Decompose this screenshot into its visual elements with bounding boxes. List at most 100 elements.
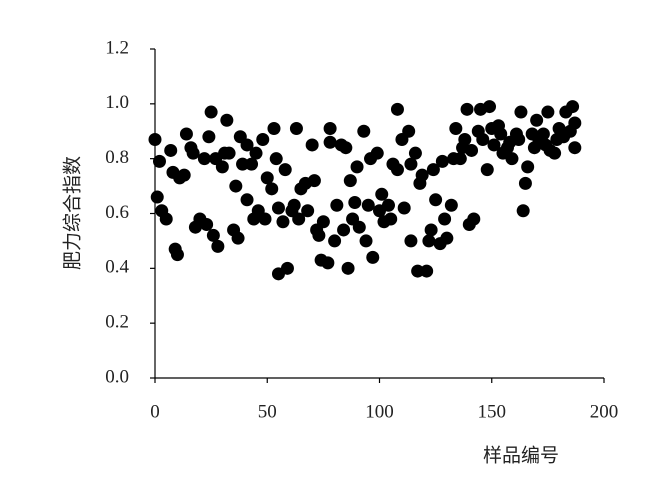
y-tick-label: 0.6 xyxy=(105,202,129,223)
point xyxy=(449,122,463,136)
point xyxy=(265,182,279,196)
point xyxy=(301,204,315,218)
point xyxy=(186,146,200,160)
point xyxy=(465,143,479,157)
point xyxy=(566,100,580,114)
point xyxy=(148,132,162,146)
point xyxy=(197,152,211,166)
point xyxy=(231,231,245,245)
point xyxy=(494,127,508,141)
point xyxy=(460,102,474,116)
point xyxy=(514,105,528,119)
point xyxy=(444,198,458,212)
point xyxy=(467,212,481,226)
point xyxy=(384,212,398,226)
point xyxy=(480,163,494,177)
point xyxy=(271,201,285,215)
point xyxy=(381,198,395,212)
point xyxy=(236,157,250,171)
point xyxy=(328,234,342,248)
x-tick-label: 200 xyxy=(590,401,619,422)
point xyxy=(249,146,263,160)
y-axis-label: 肥力综合指数 xyxy=(61,156,83,270)
point xyxy=(341,261,355,275)
point xyxy=(245,157,259,171)
point xyxy=(240,193,254,207)
point xyxy=(458,132,472,146)
y-tick-label: 0.0 xyxy=(105,366,129,387)
point xyxy=(348,196,362,210)
point xyxy=(390,163,404,177)
point xyxy=(323,135,337,149)
y-tick-label: 1.2 xyxy=(105,37,129,58)
point xyxy=(305,138,319,152)
point xyxy=(150,190,164,204)
x-tick-label: 100 xyxy=(365,401,394,422)
point xyxy=(258,212,272,226)
x-tick-label: 50 xyxy=(258,401,277,422)
point xyxy=(390,102,404,116)
point xyxy=(397,201,411,215)
point xyxy=(453,152,467,166)
point xyxy=(337,223,351,237)
point xyxy=(278,163,292,177)
point xyxy=(312,228,326,242)
x-tick-label: 150 xyxy=(478,401,507,422)
y-tick-label: 1.0 xyxy=(105,92,129,113)
point xyxy=(321,256,335,270)
point xyxy=(487,138,501,152)
point xyxy=(159,212,173,226)
point xyxy=(424,223,438,237)
point xyxy=(260,171,274,185)
point xyxy=(240,138,254,152)
point xyxy=(411,264,425,278)
point xyxy=(530,113,544,127)
point xyxy=(229,179,243,193)
point xyxy=(204,105,218,119)
point xyxy=(402,124,416,138)
point xyxy=(350,160,364,174)
point xyxy=(280,261,294,275)
point xyxy=(339,141,353,155)
point xyxy=(352,220,366,234)
point xyxy=(408,146,422,160)
point xyxy=(548,146,562,160)
point xyxy=(438,212,452,226)
point xyxy=(323,122,337,136)
point xyxy=(220,113,234,127)
point xyxy=(179,127,193,141)
point xyxy=(375,187,389,201)
point xyxy=(269,152,283,166)
point xyxy=(420,264,434,278)
point xyxy=(435,154,449,168)
point xyxy=(307,174,321,188)
point xyxy=(476,132,490,146)
point xyxy=(404,157,418,171)
point xyxy=(206,228,220,242)
point xyxy=(211,239,225,253)
point xyxy=(164,143,178,157)
point xyxy=(512,132,526,146)
point xyxy=(422,234,436,248)
y-tick-label: 0.2 xyxy=(105,312,129,333)
point xyxy=(177,168,191,182)
y-tick-label: 0.4 xyxy=(105,257,129,278)
point xyxy=(361,198,375,212)
point xyxy=(202,130,216,144)
point xyxy=(316,215,330,229)
point xyxy=(440,231,454,245)
point xyxy=(170,248,184,262)
point xyxy=(215,160,229,174)
x-tick-label: 0 xyxy=(150,401,160,422)
point xyxy=(536,127,550,141)
point xyxy=(330,198,344,212)
y-tick-label: 0.8 xyxy=(105,147,129,168)
point xyxy=(483,100,497,114)
point xyxy=(518,176,532,190)
point xyxy=(426,163,440,177)
point xyxy=(404,234,418,248)
point xyxy=(289,122,303,136)
point xyxy=(222,146,236,160)
point xyxy=(276,215,290,229)
